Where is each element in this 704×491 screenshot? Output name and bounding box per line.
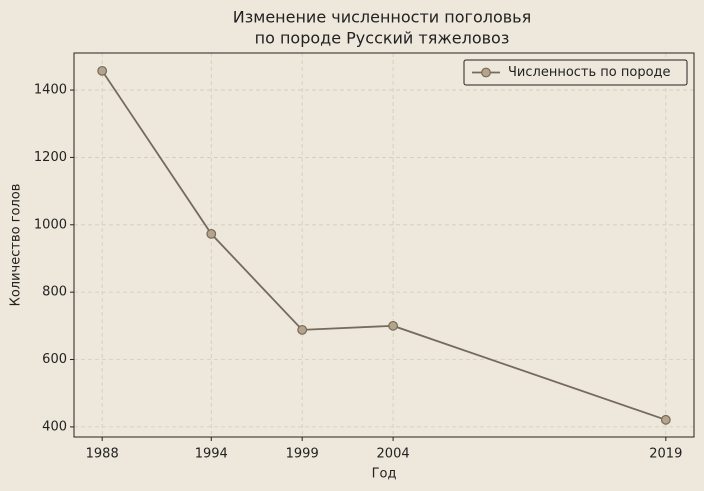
x-tick-label: 1994 (195, 447, 228, 462)
chart-title: по породе Русский тяжеловоз (255, 29, 510, 48)
legend-label: Численность по породе (508, 65, 671, 80)
plot-frame (73, 52, 695, 438)
legend-marker (481, 67, 491, 78)
x-axis-label: Год (372, 467, 397, 482)
y-tick-label: 400 (42, 419, 67, 434)
data-point (660, 414, 671, 425)
y-tick-label: 800 (42, 285, 67, 300)
x-tick-label: 1988 (86, 447, 119, 462)
data-point (97, 65, 108, 76)
data-point (297, 324, 308, 335)
legend: Численность по породе (463, 59, 688, 86)
x-tick-label: 1999 (286, 447, 319, 462)
legend-box (463, 59, 688, 86)
y-axis-label: Количество голов (9, 184, 24, 307)
chart-title: Изменение численности поголовья (233, 8, 531, 27)
y-tick-label: 1000 (34, 217, 67, 232)
data-point (388, 320, 398, 331)
x-tick-label: 2019 (649, 447, 682, 462)
y-tick-label: 600 (42, 352, 67, 367)
y-tick-label: 1400 (34, 83, 67, 98)
x-tick-label: 2004 (377, 447, 410, 462)
data-point (206, 228, 217, 239)
y-tick-label: 1200 (34, 150, 67, 165)
